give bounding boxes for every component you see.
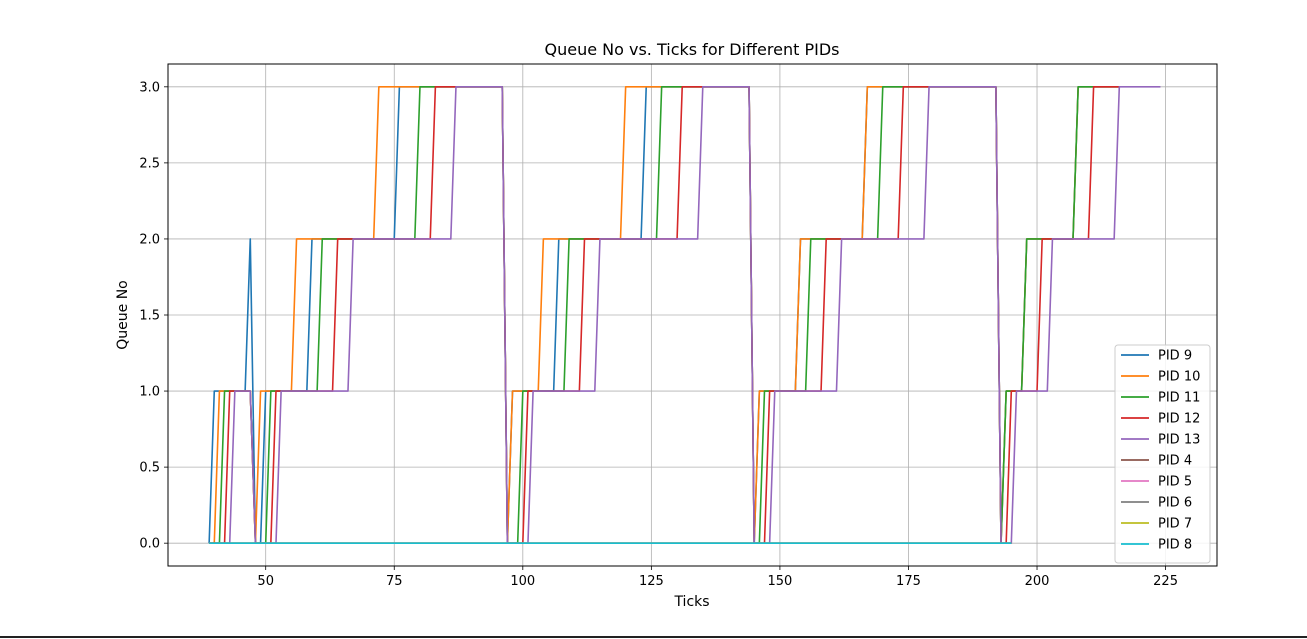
bottom-divider (0, 636, 1307, 638)
x-tick-label: 150 (768, 574, 793, 589)
x-tick-label: 125 (639, 574, 664, 589)
x-tick-label: 100 (510, 574, 535, 589)
legend-label: PID 11 (1158, 391, 1200, 406)
y-tick-label: 3.0 (139, 80, 160, 95)
y-tick-label: 0.5 (139, 461, 160, 476)
series-line-pid-13 (209, 86, 1161, 544)
x-tick-label: 175 (896, 574, 921, 589)
chart-title: Queue No vs. Ticks for Different PIDs (545, 40, 840, 59)
y-tick-label: 1.0 (139, 385, 160, 400)
y-tick-label: 2.5 (139, 156, 160, 171)
x-axis-label: Ticks (673, 594, 709, 610)
legend-label: PID 13 (1158, 433, 1200, 448)
series-lines (208, 86, 1161, 544)
legend-label: PID 5 (1158, 475, 1192, 490)
x-tick-label: 225 (1153, 574, 1178, 589)
legend-box (1114, 344, 1211, 564)
x-tick-label: 50 (257, 574, 274, 589)
y-tick-label: 2.0 (139, 232, 160, 247)
x-tick-label: 75 (386, 574, 403, 589)
y-tick-label: 1.5 (139, 309, 160, 324)
legend-label: PID 8 (1158, 538, 1192, 553)
legend-label: PID 10 (1158, 370, 1200, 385)
series-line-pid-12 (209, 86, 1120, 544)
x-tick-label: 200 (1025, 574, 1050, 589)
legend: PID 9 PID 10 PID 11 PID 12 PID 13 PID 4 PID 5 P… (1114, 344, 1211, 564)
legend-label: PID 12 (1158, 412, 1200, 427)
legend-label: PID 4 (1158, 454, 1192, 469)
y-tick-label: 0.0 (139, 537, 160, 552)
axis-ticks: 50 75 100 125 150 175 200 225 0.0 0.5 1.0 1.5 2.0 2.5… (139, 80, 1178, 589)
legend-label: PID 9 (1158, 349, 1192, 364)
legend-label: PID 7 (1158, 517, 1192, 532)
legend-label: PID 6 (1158, 496, 1192, 511)
y-axis-label: Queue No (115, 280, 131, 349)
